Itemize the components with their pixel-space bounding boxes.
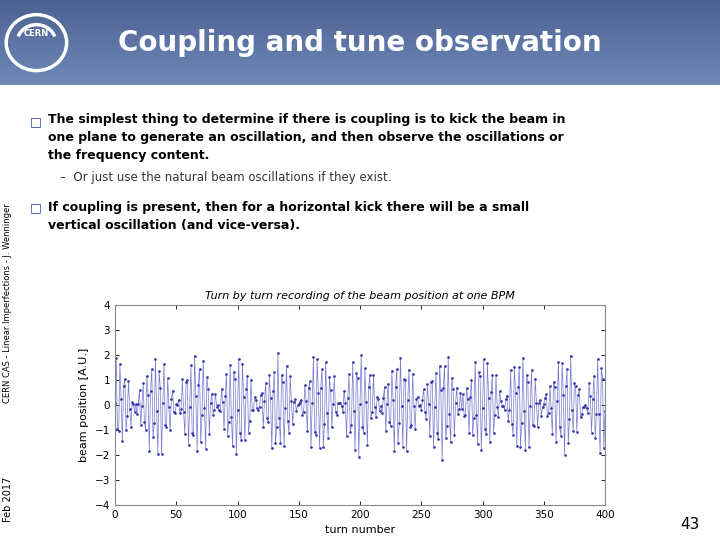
Bar [0,51,720,53]
Bar [0,47,720,49]
Bar [0,17,720,19]
Text: the frequency content.: the frequency content. [48,150,210,163]
Bar [0,0,720,2]
Text: –  Or just use the natural beam oscillations if they exist.: – Or just use the natural beam oscillati… [60,171,392,184]
Bar [0,64,720,66]
Bar [0,77,720,79]
Bar [0,81,720,83]
Text: □: □ [30,201,42,214]
Bar [0,60,720,62]
Bar [0,30,720,32]
Bar [0,21,720,23]
Bar [0,2,720,4]
Bar [0,68,720,70]
Bar [0,72,720,75]
Bar [0,4,720,6]
Y-axis label: beam position [A.U.]: beam position [A.U.] [79,348,89,462]
Bar [0,58,720,60]
Bar [0,15,720,17]
Text: vertical oscillation (and vice-versa).: vertical oscillation (and vice-versa). [48,219,300,232]
Bar [0,23,720,25]
Bar [0,28,720,30]
Bar [0,34,720,36]
Text: 43: 43 [680,517,700,532]
Bar [0,13,720,15]
Bar [0,40,720,43]
Text: Feb 2017: Feb 2017 [3,476,13,522]
Bar [0,49,720,51]
Bar [0,19,720,22]
Text: CERN CAS - Linear Imperfections - J. Wenninger: CERN CAS - Linear Imperfections - J. Wen… [4,204,12,403]
Text: Coupling and tune observation: Coupling and tune observation [118,29,602,57]
Bar [0,56,720,58]
Bar [0,83,720,85]
Bar [0,45,720,47]
X-axis label: turn number: turn number [325,525,395,536]
Bar [0,62,720,64]
Bar [0,70,720,72]
Text: □: □ [30,116,42,129]
Bar [0,43,720,45]
Title: Turn by turn recording of the beam position at one BPM: Turn by turn recording of the beam posit… [205,292,515,301]
Text: one plane to generate an oscillation, and then observe the oscillations or: one plane to generate an oscillation, an… [48,131,564,144]
Text: The simplest thing to determine if there is coupling is to kick the beam in: The simplest thing to determine if there… [48,113,565,126]
Text: CERN: CERN [24,29,49,38]
Bar [0,9,720,11]
Bar [0,11,720,13]
Bar [0,38,720,40]
Bar [0,79,720,81]
Bar [0,36,720,38]
Bar [0,53,720,56]
Bar [0,6,720,9]
Bar [0,75,720,77]
Bar [0,25,720,28]
Bar [0,32,720,34]
Bar [0,66,720,68]
Text: If coupling is present, then for a horizontal kick there will be a small: If coupling is present, then for a horiz… [48,201,529,214]
